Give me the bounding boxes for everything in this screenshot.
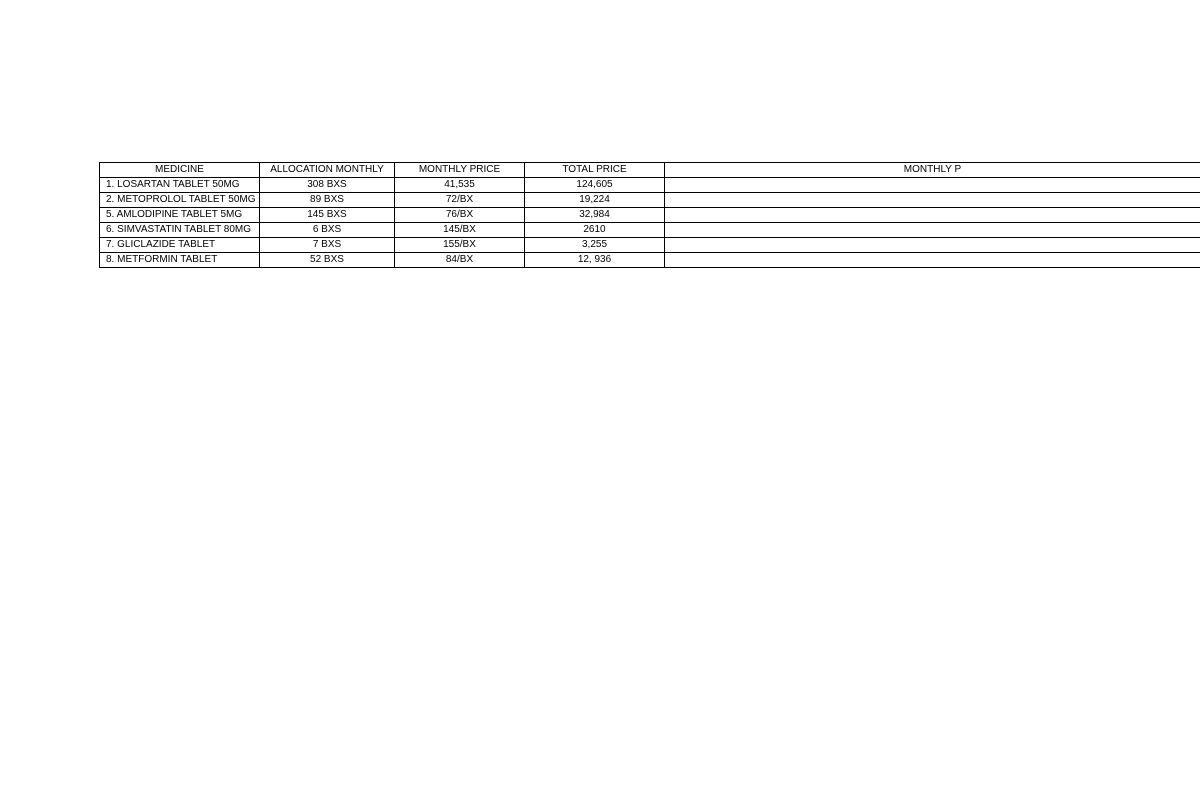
cell-allocation: 145 BXS [260, 208, 395, 223]
cell-monthly-p [665, 178, 1200, 193]
cell-allocation: 7 BXS [260, 238, 395, 253]
cell-medicine: 7. GLICLAZIDE TABLET [100, 238, 260, 253]
cell-total-price: 12, 936 [525, 253, 665, 268]
cell-monthly-p [665, 193, 1200, 208]
cell-total-price: 124,605 [525, 178, 665, 193]
cell-allocation: 6 BXS [260, 223, 395, 238]
cell-monthly-p [665, 238, 1200, 253]
cell-medicine: 6. SIMVASTATIN TABLET 80MG [100, 223, 260, 238]
cell-medicine: 5. AMLODIPINE TABLET 5MG [100, 208, 260, 223]
cell-monthly-price: 145/BX [395, 223, 525, 238]
cell-total-price: 19,224 [525, 193, 665, 208]
table-body: 1. LOSARTAN TABLET 50MG 308 BXS 41,535 1… [100, 178, 1200, 268]
table-header-row: MEDICINE ALLOCATION MONTHLY MONTHLY PRIC… [100, 163, 1200, 178]
table-row: 1. LOSARTAN TABLET 50MG 308 BXS 41,535 1… [100, 178, 1200, 193]
cell-total-price: 3,255 [525, 238, 665, 253]
medicine-table: MEDICINE ALLOCATION MONTHLY MONTHLY PRIC… [99, 162, 1200, 268]
cell-medicine: 2. METOPROLOL TABLET 50MG [100, 193, 260, 208]
col-header-allocation: ALLOCATION MONTHLY [260, 163, 395, 178]
col-header-medicine: MEDICINE [100, 163, 260, 178]
cell-monthly-price: 76/BX [395, 208, 525, 223]
col-header-monthly-p: MONTHLY P [665, 163, 1200, 178]
cell-monthly-price: 41,535 [395, 178, 525, 193]
cell-total-price: 32,984 [525, 208, 665, 223]
cell-allocation: 89 BXS [260, 193, 395, 208]
cell-medicine: 1. LOSARTAN TABLET 50MG [100, 178, 260, 193]
cell-allocation: 308 BXS [260, 178, 395, 193]
cell-monthly-price: 72/BX [395, 193, 525, 208]
cell-monthly-price: 84/BX [395, 253, 525, 268]
table-row: 8. METFORMIN TABLET 52 BXS 84/BX 12, 936 [100, 253, 1200, 268]
table-row: 6. SIMVASTATIN TABLET 80MG 6 BXS 145/BX … [100, 223, 1200, 238]
table-row: 7. GLICLAZIDE TABLET 7 BXS 155/BX 3,255 [100, 238, 1200, 253]
cell-monthly-p [665, 223, 1200, 238]
cell-monthly-p [665, 208, 1200, 223]
col-header-total-price: TOTAL PRICE [525, 163, 665, 178]
table-header: MEDICINE ALLOCATION MONTHLY MONTHLY PRIC… [100, 163, 1200, 178]
col-header-monthly-price: MONTHLY PRICE [395, 163, 525, 178]
cell-allocation: 52 BXS [260, 253, 395, 268]
cell-medicine: 8. METFORMIN TABLET [100, 253, 260, 268]
medicine-table-container: MEDICINE ALLOCATION MONTHLY MONTHLY PRIC… [99, 162, 1200, 268]
table-row: 2. METOPROLOL TABLET 50MG 89 BXS 72/BX 1… [100, 193, 1200, 208]
table-row: 5. AMLODIPINE TABLET 5MG 145 BXS 76/BX 3… [100, 208, 1200, 223]
cell-monthly-price: 155/BX [395, 238, 525, 253]
cell-total-price: 2610 [525, 223, 665, 238]
cell-monthly-p [665, 253, 1200, 268]
